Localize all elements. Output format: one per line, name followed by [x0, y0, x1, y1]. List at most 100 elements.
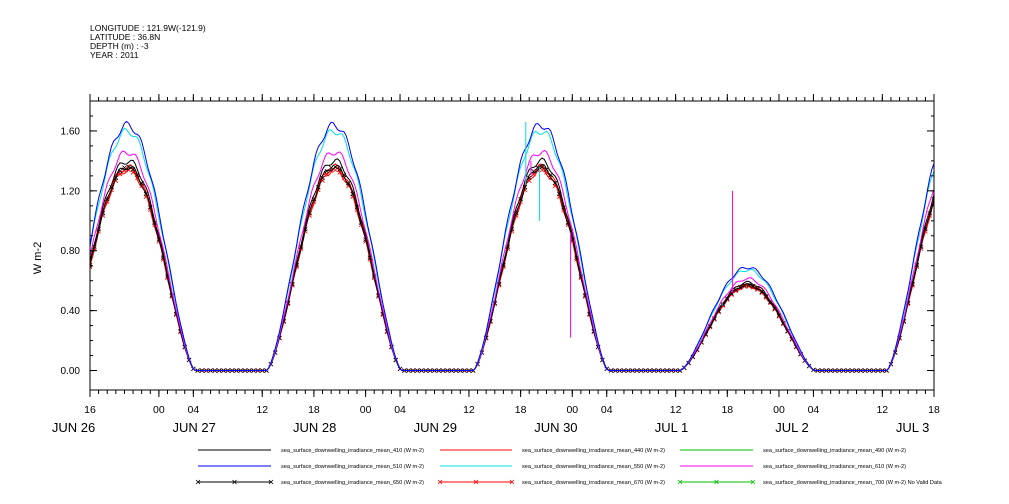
- series-marker-7: [117, 168, 123, 174]
- x-day-label: JUL 1: [655, 420, 688, 435]
- legend-label-1: sea_surface_downwelling_irradiance_mean_…: [281, 448, 424, 454]
- x-tick-label: 04: [808, 404, 820, 416]
- legend-label-4: sea_surface_downwelling_irradiance_mean_…: [281, 464, 424, 470]
- series-line-8: [90, 166, 934, 371]
- plot-frame: [89, 100, 935, 391]
- legend-label-8: sea_surface_downwelling_irradiance_mean_…: [522, 480, 665, 486]
- x-tick-label: 12: [670, 404, 682, 416]
- y-axis-label: W m-2: [32, 242, 44, 274]
- legend-marker: [750, 479, 756, 485]
- series-marker-7: [552, 180, 558, 186]
- series-line-6: [90, 149, 934, 371]
- series-marker-7: [565, 220, 571, 225]
- series-marker-7: [755, 286, 760, 291]
- legend-label-3: sea_surface_downwelling_irradiance_mean_…: [763, 448, 906, 454]
- series-marker-7: [113, 175, 119, 181]
- x-tick-label: 00: [773, 404, 785, 416]
- series-marker-7: [346, 180, 351, 186]
- legend-marker: [714, 479, 719, 485]
- x-tick-label: 18: [515, 404, 527, 416]
- series-marker-7: [100, 210, 106, 216]
- axis-ticks: 0.00 0.40 0.80 1.20 1.60 16 00 04 12 18 00 04 12 18 00…: [52, 94, 940, 435]
- legend-marker: [268, 479, 274, 485]
- series-marker-7: [311, 196, 317, 202]
- series-marker-7: [923, 226, 928, 232]
- series-marker-7: [522, 184, 528, 190]
- y-tick-label: 0.80: [61, 246, 81, 257]
- legend-marker: [677, 479, 683, 485]
- x-day-label: JUN 29: [414, 420, 457, 435]
- series-marker-7: [763, 294, 769, 299]
- series-line-4: [90, 120, 934, 371]
- series-marker-7: [126, 164, 132, 170]
- series-marker-7: [518, 196, 523, 202]
- x-tick-label: 12: [876, 404, 888, 416]
- x-day-label: JUL 2: [775, 420, 808, 435]
- x-tick-label: 00: [153, 404, 165, 416]
- series-marker-7: [143, 191, 149, 197]
- x-day-label: JUL 3: [896, 420, 929, 435]
- x-day-label: JUN 27: [173, 420, 216, 435]
- series-line-7: [90, 163, 934, 371]
- x-tick-label: 12: [256, 404, 268, 416]
- y-tick-label: 1.20: [61, 186, 81, 197]
- series-marker-7: [130, 167, 136, 172]
- series-marker-7: [548, 172, 554, 178]
- series-marker-7: [337, 167, 343, 172]
- series-marker-7: [737, 284, 743, 290]
- header-year: YEAR : 2011: [90, 50, 139, 60]
- legend-marker: [232, 479, 237, 485]
- series-marker-7: [772, 306, 777, 311]
- series-marker-7: [931, 196, 934, 202]
- series-marker-7: [328, 165, 334, 170]
- series-marker-7: [92, 244, 97, 250]
- series-marker-7: [152, 220, 157, 225]
- x-tick-label: 16: [84, 404, 96, 416]
- legend-label-5: sea_surface_downwelling_irradiance_mean_…: [522, 464, 665, 470]
- y-tick-label: 0.40: [61, 306, 81, 317]
- series-marker-7: [139, 180, 144, 186]
- series-marker-7: [785, 328, 790, 334]
- legend-marker: [509, 479, 515, 485]
- series-marker-7: [531, 168, 536, 174]
- plot-series: [90, 120, 934, 373]
- series-marker-7: [759, 289, 765, 295]
- series-line-2: [90, 163, 934, 371]
- series-marker-7: [354, 205, 360, 210]
- series-marker-7: [160, 255, 166, 260]
- series-marker-7: [750, 283, 756, 289]
- x-tick-label: 18: [928, 404, 940, 416]
- legend-label-2: sea_surface_downwelling_irradiance_mean_…: [522, 448, 665, 454]
- legend-marker: [437, 479, 443, 485]
- series-marker-7: [298, 244, 304, 250]
- series-marker-7: [561, 205, 566, 210]
- series-marker-7: [350, 191, 355, 197]
- x-tick-label: 18: [721, 404, 733, 416]
- series-line-5: [90, 127, 934, 371]
- series-marker-7: [544, 167, 549, 172]
- series-marker-7: [526, 175, 532, 181]
- series-marker-7: [122, 165, 127, 170]
- series-marker-7: [109, 184, 114, 190]
- series-marker-7: [514, 210, 519, 216]
- x-day-label: JUN 26: [52, 420, 95, 435]
- x-tick-label: 00: [360, 404, 372, 416]
- series-marker-7: [539, 164, 545, 170]
- x-tick-label: 04: [601, 404, 613, 416]
- series-marker-7: [307, 210, 312, 216]
- series-marker-7: [725, 296, 730, 301]
- series-marker-7: [927, 210, 932, 216]
- series-marker-7: [789, 336, 795, 342]
- x-tick-label: 04: [188, 404, 200, 416]
- legend-label-9: sea_surface_downwelling_irradiance_mean_…: [763, 480, 943, 486]
- legend: sea_surface_downwelling_irradiance_mean_…: [195, 448, 943, 486]
- series-marker-7: [363, 237, 368, 242]
- header-latitude: LATITUDE : 36.8N: [90, 32, 160, 42]
- series-marker-7: [90, 262, 93, 268]
- x-tick-label: 04: [394, 404, 406, 416]
- series-marker-7: [557, 191, 562, 197]
- header-depth: DEPTH (m) : -3: [90, 41, 149, 51]
- x-day-label: JUN 30: [534, 420, 577, 435]
- series-marker-7: [320, 175, 325, 181]
